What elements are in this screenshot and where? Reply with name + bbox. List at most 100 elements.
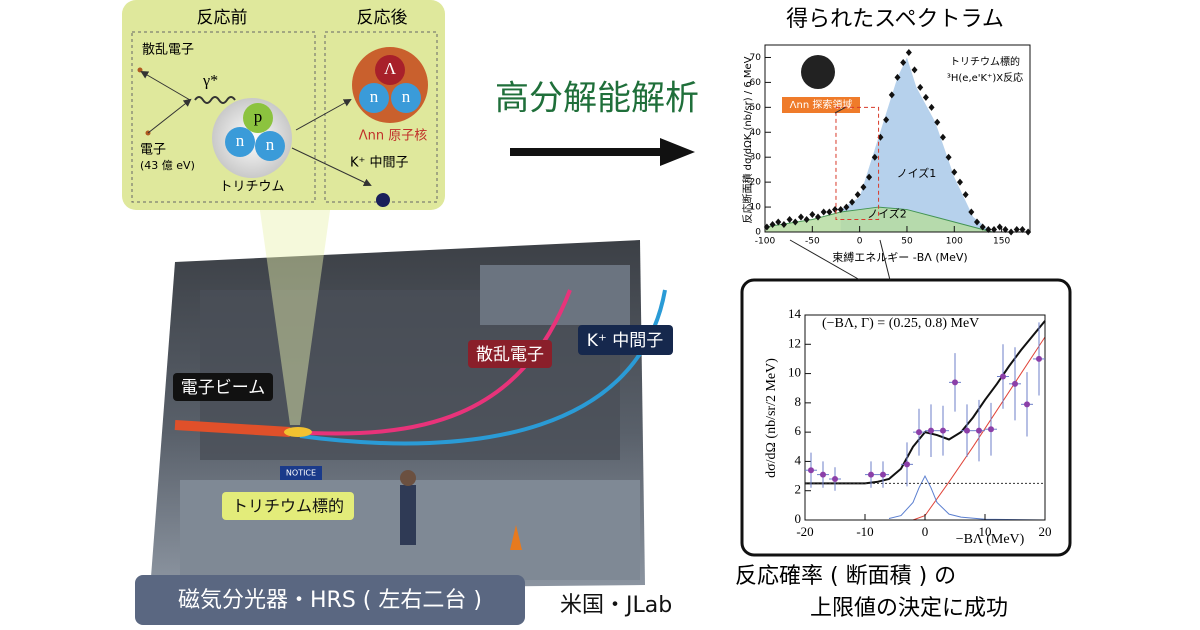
label: K⁺ 中間子 xyxy=(350,156,409,171)
person-head xyxy=(400,470,416,486)
data-point xyxy=(1000,373,1006,380)
label-box xyxy=(222,492,354,520)
y-tick-label: 60 xyxy=(750,78,762,88)
electron-path xyxy=(289,289,572,436)
chart-title: 得られたスペクトラム xyxy=(786,7,1004,32)
x-tick-label: 10 xyxy=(979,524,992,539)
noise-area xyxy=(840,57,993,232)
photo-label: 電子ビーム xyxy=(181,378,266,398)
conclusion: 上限値の決定に成功 xyxy=(810,596,1008,621)
data-point xyxy=(866,173,873,181)
data-point xyxy=(763,223,770,231)
data-point xyxy=(837,206,844,214)
y-tick-label: 4 xyxy=(795,452,802,467)
label: 電子 xyxy=(140,143,166,158)
x-tick-label: 0 xyxy=(922,524,929,539)
y-tick-label: 12 xyxy=(788,335,801,350)
data-point xyxy=(832,206,839,214)
x-axis-label: 束縛エネルギー -BΛ (MeV) xyxy=(832,250,967,264)
data-point xyxy=(1013,226,1020,234)
data-point xyxy=(792,218,799,226)
y-tick-label: 10 xyxy=(750,203,762,213)
callout-funnel xyxy=(255,175,335,425)
label-box xyxy=(173,373,273,401)
data-point xyxy=(883,116,890,124)
person xyxy=(400,485,416,545)
data-point xyxy=(826,208,833,216)
data-point xyxy=(928,103,935,111)
data-point xyxy=(1024,401,1030,408)
annotation: トリチウム標的 xyxy=(950,55,1020,68)
label: n xyxy=(370,87,379,106)
data-point xyxy=(871,153,878,161)
data-point xyxy=(775,218,782,226)
annotation: ³H(e,e'K⁺)X反応 xyxy=(947,71,1023,84)
photo-label: K⁺ 中間子 xyxy=(587,331,664,351)
zoom-connector xyxy=(789,239,861,281)
x-tick-label: 50 xyxy=(901,237,913,247)
cone xyxy=(510,525,522,550)
data-point xyxy=(900,58,907,66)
label: 散乱電子 xyxy=(142,43,194,58)
data-point xyxy=(860,183,867,191)
data-point xyxy=(940,427,946,434)
conclusion: 反応確率 ( 断面積 ) の xyxy=(735,564,956,589)
data-point xyxy=(1019,226,1026,234)
x-tick-label: -10 xyxy=(856,524,873,539)
label: n xyxy=(266,135,275,154)
data-point xyxy=(996,223,1003,231)
target xyxy=(284,427,312,437)
photo-caption: 磁気分光器・HRS ( 左右二台 ) xyxy=(178,588,482,613)
photo: 電子ビーム 散乱電子 K⁺ 中間子 NOTICE トリチウム標的 磁気分光器・H… xyxy=(135,175,673,625)
data-point xyxy=(934,118,941,126)
data-point xyxy=(803,216,810,224)
y-tick-label: 30 xyxy=(750,153,762,163)
zoom-chart: dσ/dΩ (nb/sr/2 MeV) −BΛ (MeV) (−BΛ, Γ) =… xyxy=(764,306,1051,547)
zoom-connector xyxy=(879,239,891,281)
data-point xyxy=(916,429,922,436)
data-point xyxy=(917,83,924,91)
y-tick-label: 0 xyxy=(795,511,802,526)
data-point xyxy=(849,198,856,206)
label: トリチウム xyxy=(219,180,284,195)
data-point xyxy=(808,467,814,474)
search-region xyxy=(835,106,880,221)
annotation: (−BΛ, Γ) = (0.25, 0.8) MeV xyxy=(822,316,979,331)
x-tick-label: -20 xyxy=(796,524,813,539)
caption-box xyxy=(135,575,525,625)
label: n xyxy=(402,87,411,106)
x-tick-label: -100 xyxy=(755,237,776,247)
label: Λnn 原子核 xyxy=(359,129,428,144)
plot-frame xyxy=(764,44,1031,233)
platform xyxy=(480,265,630,325)
data-point xyxy=(797,213,804,221)
data-point xyxy=(832,476,838,482)
y-tick-label: 6 xyxy=(795,423,802,438)
x-tick-label: 100 xyxy=(946,237,963,247)
y-axis-label: 反応断面積 dσ/dΩK (nb/sr) / 6 MeV xyxy=(741,56,754,223)
search-label-box xyxy=(782,97,860,113)
data-point xyxy=(868,471,874,478)
data-point xyxy=(911,66,918,74)
data-point xyxy=(786,216,793,224)
y-tick-label: 2 xyxy=(795,482,802,497)
photo-label: トリチウム標的 xyxy=(232,497,344,516)
data-point xyxy=(922,93,929,101)
data-point xyxy=(964,427,970,434)
y-tick-label: 40 xyxy=(750,128,762,138)
notice-text: NOTICE xyxy=(286,469,316,478)
y-tick-label: 50 xyxy=(750,103,762,113)
data-point xyxy=(1008,228,1015,236)
data-point xyxy=(905,48,912,56)
label: p xyxy=(254,107,263,126)
data-point xyxy=(769,221,776,229)
curve xyxy=(888,474,1046,521)
callout xyxy=(122,0,445,210)
section-title: 反応前 xyxy=(197,8,248,28)
x-axis-label: −BΛ (MeV) xyxy=(956,532,1025,547)
nucleus-icon xyxy=(801,55,835,89)
x-tick-label: 0 xyxy=(857,237,863,247)
data-point xyxy=(988,426,994,433)
data-point xyxy=(888,91,895,99)
notice-sign xyxy=(280,466,322,480)
